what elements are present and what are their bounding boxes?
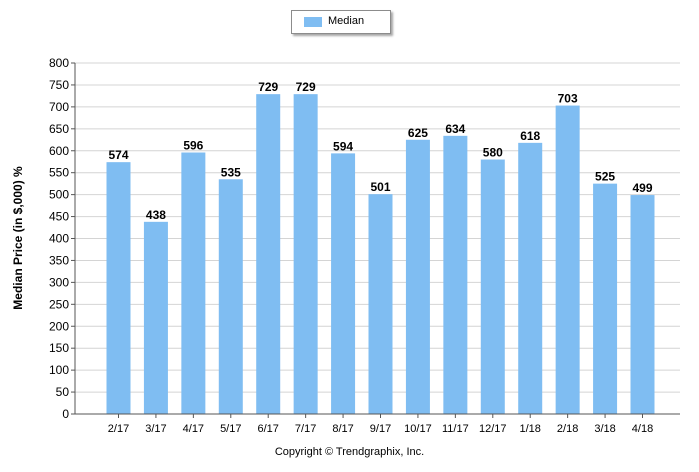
- x-tick-label: 11/17: [442, 423, 469, 435]
- y-axis-title: Median Price (in $,000) %: [11, 166, 25, 310]
- x-tick-label: 9/17: [370, 423, 391, 435]
- legend-swatch-median: [304, 17, 322, 27]
- data-label: 580: [483, 146, 503, 160]
- data-label: 729: [296, 80, 316, 94]
- bar-5-17: [218, 179, 243, 414]
- data-label: 634: [445, 122, 465, 136]
- data-label: 574: [108, 148, 128, 162]
- bar-8-17: [331, 153, 356, 414]
- x-tick-label: 4/18: [632, 423, 653, 435]
- y-tick-label: 700: [49, 100, 69, 114]
- bar-11-17: [443, 135, 468, 414]
- data-label: 438: [146, 208, 166, 222]
- bar-12-17: [480, 159, 505, 414]
- y-tick-label: 300: [49, 275, 69, 289]
- bar-3-17: [143, 221, 168, 414]
- bar-3-18: [593, 183, 618, 414]
- copyright-footer: Copyright © Trendgraphix, Inc.: [274, 446, 425, 458]
- y-tick-label: 200: [49, 319, 69, 333]
- data-label: 703: [558, 92, 578, 106]
- x-tick-label: 2/17: [108, 423, 129, 435]
- bar-4-18: [630, 195, 655, 414]
- y-tick-label: 350: [49, 253, 69, 267]
- bar-6-17: [256, 94, 281, 415]
- bar-9-17: [368, 194, 393, 414]
- y-tick-label: 50: [56, 385, 70, 399]
- bar-10-17: [405, 139, 430, 414]
- x-tick-label: 4/17: [183, 423, 204, 435]
- data-label: 501: [370, 180, 390, 194]
- data-label: 729: [258, 80, 278, 94]
- x-tick-label: 5/17: [220, 423, 241, 435]
- x-tick-label: 10/17: [404, 423, 432, 435]
- x-tick-label: 12/17: [479, 423, 507, 435]
- x-tick-label: 8/17: [332, 423, 353, 435]
- legend: Median: [291, 10, 391, 34]
- data-label: 525: [595, 170, 615, 184]
- data-label: 594: [333, 139, 353, 153]
- data-label: 596: [183, 139, 203, 153]
- legend-label-median: Median: [328, 15, 365, 27]
- y-tick-label: 500: [49, 188, 69, 202]
- bar-7-17: [293, 94, 318, 415]
- y-tick-label: 100: [49, 363, 69, 377]
- data-label: 618: [520, 129, 540, 143]
- y-tick-label: 800: [49, 56, 69, 70]
- bar-2-17: [106, 162, 131, 414]
- y-tick-label: 450: [49, 210, 69, 224]
- y-tick-label: 150: [49, 341, 69, 355]
- y-tick-label: 750: [49, 78, 69, 92]
- data-label: 535: [221, 165, 241, 179]
- x-tick-label: 1/18: [520, 423, 541, 435]
- y-tick-label: 550: [49, 166, 69, 180]
- x-tick-label: 2/18: [557, 423, 578, 435]
- y-tick-label: 250: [49, 297, 69, 311]
- x-tick-label: 3/17: [145, 423, 166, 435]
- y-tick-label: 600: [49, 144, 69, 158]
- y-tick-label: 0: [62, 407, 69, 421]
- x-tick-label: 6/17: [258, 423, 279, 435]
- y-tick-label: 400: [49, 232, 69, 246]
- bar-4-17: [181, 152, 206, 414]
- y-tick-label: 650: [49, 122, 69, 136]
- bar-2-18: [555, 105, 580, 414]
- data-label: 499: [632, 181, 652, 195]
- bar-1-18: [518, 142, 543, 415]
- data-label: 625: [408, 126, 428, 140]
- x-tick-label: 3/18: [594, 423, 615, 435]
- x-tick-label: 7/17: [295, 423, 316, 435]
